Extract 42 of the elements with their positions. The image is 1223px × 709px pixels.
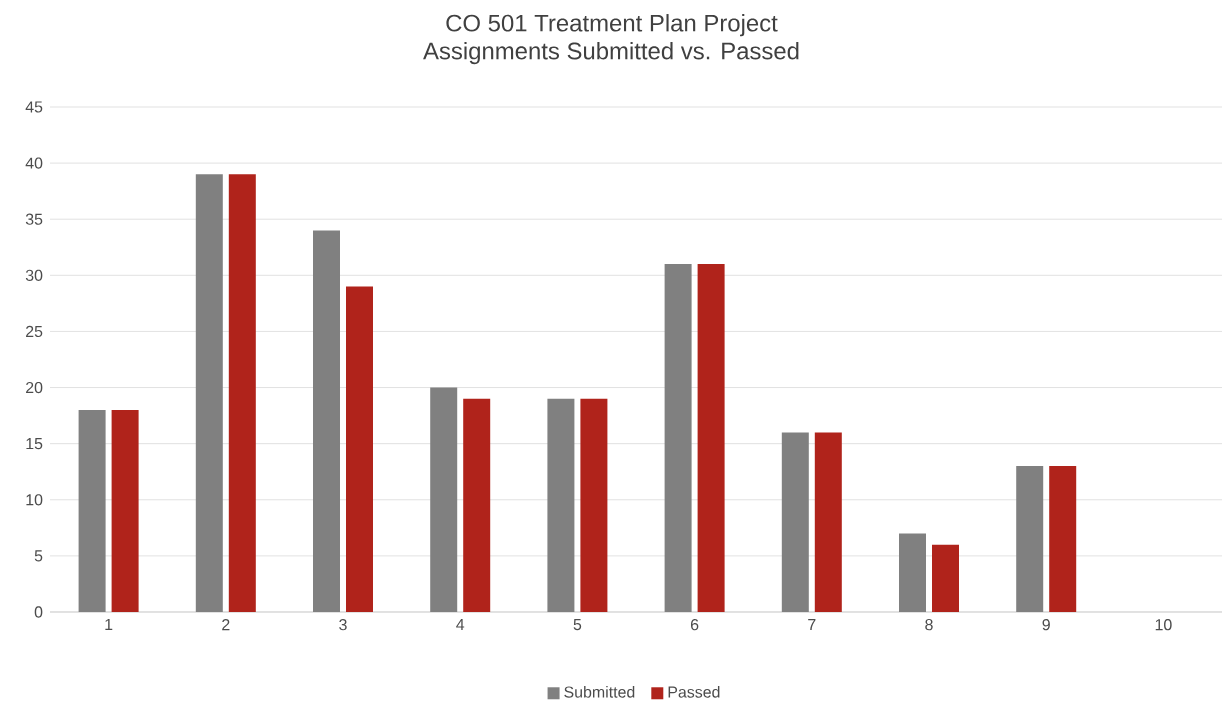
x-tick-label: 1 <box>105 619 113 631</box>
bar <box>547 399 575 613</box>
bar <box>932 544 960 613</box>
bar <box>781 432 809 613</box>
chart-subtitle: Assignments Submitted vs. Passed <box>423 42 799 65</box>
x-tick-label: 3 <box>339 619 347 631</box>
y-tick-label: 40 <box>25 157 43 169</box>
x-tick-label: 10 <box>1155 619 1172 631</box>
y-tick-label: 25 <box>26 326 43 338</box>
y-tick-label: 20 <box>26 382 43 394</box>
bar <box>697 264 725 613</box>
x-tick-label: 2 <box>222 619 230 631</box>
bar <box>430 387 458 613</box>
y-tick-label: 15 <box>26 438 43 450</box>
y-tick-label: 30 <box>25 269 43 282</box>
y-tick-label: 35 <box>25 213 43 226</box>
y-tick-label: 0 <box>34 606 43 618</box>
bar <box>463 399 491 613</box>
chart-title: CO 501 Treatment Plan Project <box>446 14 778 37</box>
bar <box>580 399 608 613</box>
bar <box>78 410 106 613</box>
x-tick-label: 5 <box>573 619 582 631</box>
y-tick-label: 5 <box>34 550 43 562</box>
bar <box>228 174 256 613</box>
y-tick-label: 10 <box>26 494 43 506</box>
bar <box>814 432 842 613</box>
legend-label: Passed <box>668 686 720 698</box>
x-tick-label: 9 <box>1042 619 1050 631</box>
x-tick-label: 8 <box>925 619 933 631</box>
bar <box>1049 466 1077 613</box>
bar <box>1016 466 1044 613</box>
x-tick-label: 6 <box>690 619 699 631</box>
bar <box>899 533 927 613</box>
x-tick-label: 4 <box>456 619 465 631</box>
bar <box>313 230 340 613</box>
bar <box>346 286 373 613</box>
bar <box>111 410 139 613</box>
bar <box>195 174 223 613</box>
legend-label: Submitted <box>564 686 635 698</box>
x-tick-label: 7 <box>808 619 816 631</box>
bar <box>664 264 692 613</box>
y-tick-label: 45 <box>25 101 43 113</box>
